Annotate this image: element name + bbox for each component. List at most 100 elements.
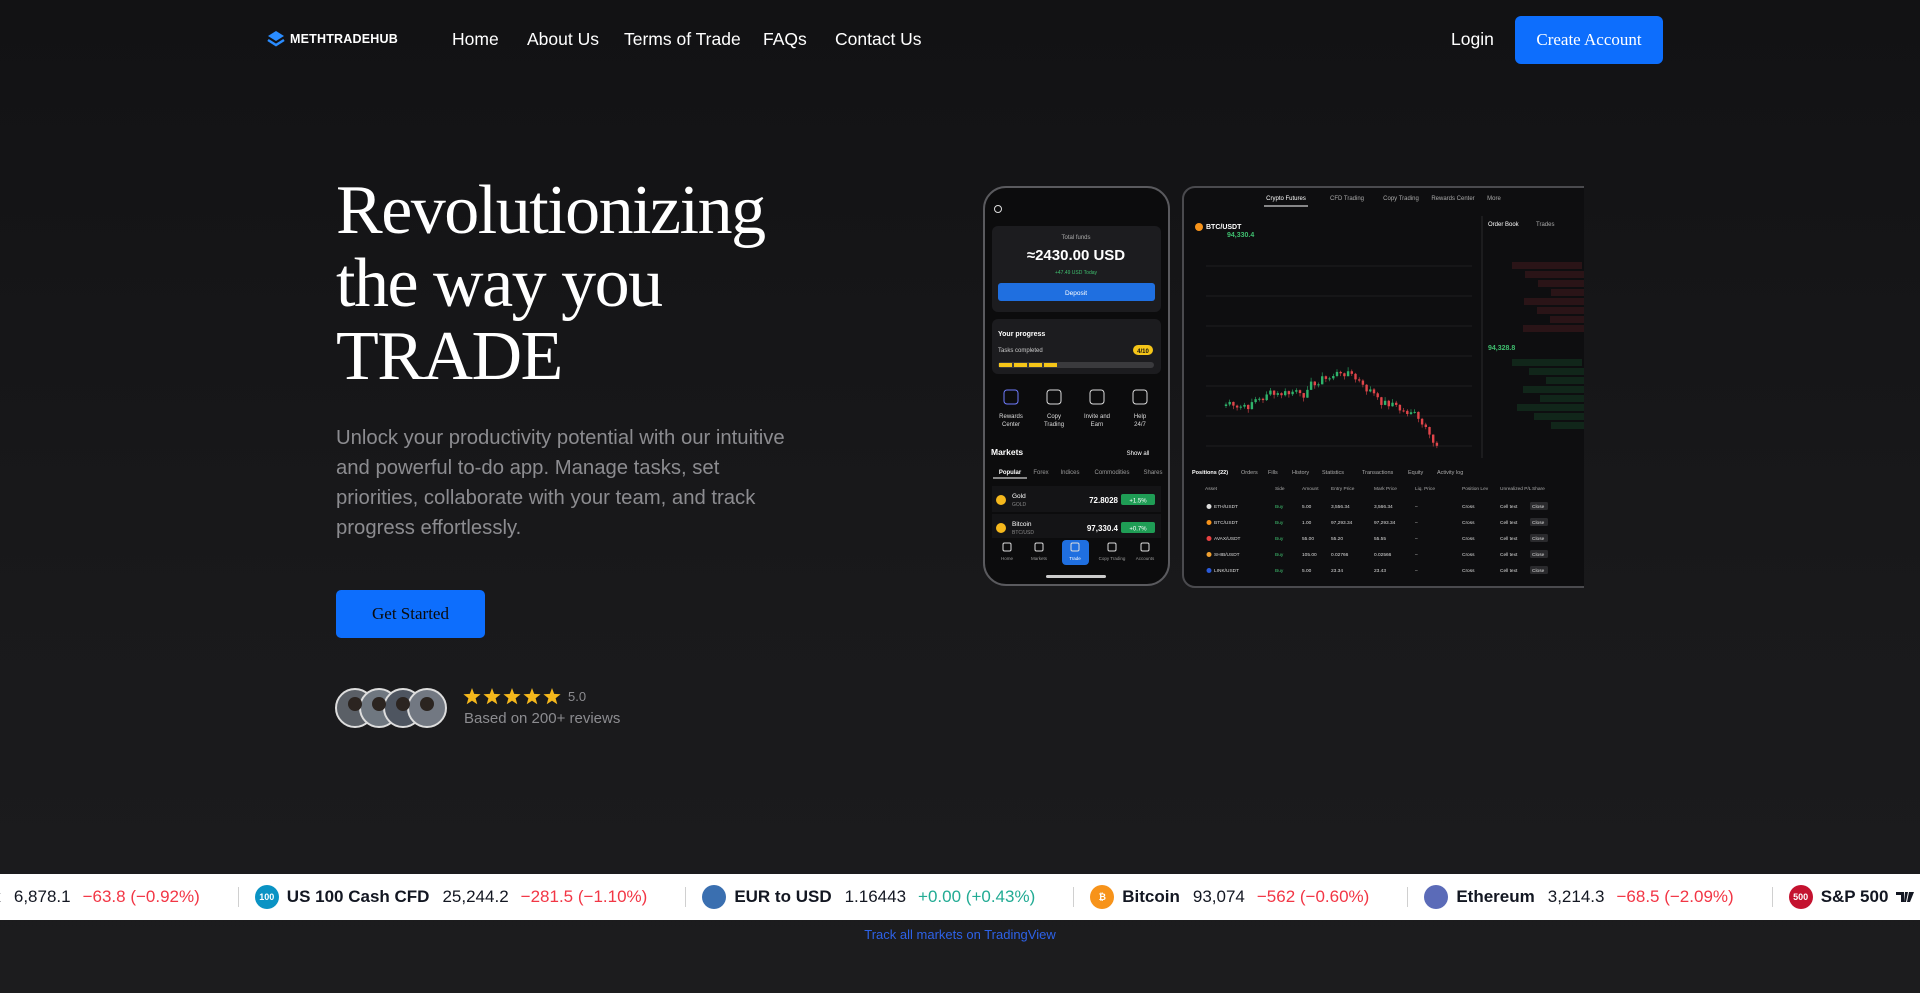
position-cell: BTC/USDT <box>1214 520 1238 526</box>
position-cell: LINK/USDT <box>1214 568 1239 574</box>
ticker-track: 500 S&P 500 Index 6,878.1 −63.8 (−0.92%) 100… <box>0 874 1920 920</box>
position-cell: – <box>1415 505 1418 510</box>
bid-depth <box>1512 359 1582 366</box>
candle-body <box>1328 378 1331 380</box>
candle-body <box>1428 427 1431 435</box>
ask-depth <box>1512 262 1582 269</box>
candle-body <box>1343 373 1346 377</box>
tradingview-logo[interactable] <box>1890 882 1920 912</box>
book-tab: Trades <box>1536 222 1554 228</box>
position-cell: Cross <box>1462 536 1475 542</box>
shortcut-icon <box>1046 389 1062 405</box>
candle-body <box>1402 410 1405 412</box>
star-icon <box>543 688 561 705</box>
deposit-button[interactable] <box>998 283 1155 301</box>
ticker-item[interactable]: EUR to USD 1.16443 +0.00 (+0.43%) <box>685 885 1073 909</box>
candle-body <box>1324 376 1328 379</box>
candle-body <box>1247 404 1250 410</box>
candle-body <box>1376 393 1379 398</box>
asset-icon <box>1206 552 1212 557</box>
ask-depth <box>1524 298 1584 305</box>
shortcut-label: Invite and <box>1084 414 1110 420</box>
get-started-button[interactable]: Get Started <box>336 590 485 638</box>
panel-tab: Fills <box>1268 470 1278 476</box>
deposit-label: Deposit <box>1065 290 1087 297</box>
candle-body <box>1254 399 1257 403</box>
ticker-price: 25,244.2 <box>442 887 509 906</box>
candle-body <box>1398 404 1402 411</box>
position-cell: Buy <box>1275 536 1284 542</box>
today-change: +47.49 USD Today <box>1055 270 1098 276</box>
candle-body <box>1284 391 1287 396</box>
close-button <box>1530 502 1548 510</box>
candle-body <box>1417 411 1420 419</box>
pair-icon <box>1195 223 1203 231</box>
candle-body <box>1420 418 1424 425</box>
nav-link[interactable]: Terms of Trade <box>624 29 741 49</box>
ticker-price: 6,878.1 <box>13 887 71 906</box>
candle-body <box>1232 401 1235 406</box>
position-cell: 0.02566 <box>1374 552 1392 558</box>
position-cell: 97,293.34 <box>1331 520 1353 526</box>
candle-body <box>1369 389 1372 392</box>
nav-link[interactable]: About Us <box>527 29 599 49</box>
create-account-button[interactable]: Create Account <box>1515 16 1663 64</box>
nav-link[interactable]: Contact Us <box>835 29 922 49</box>
ticker-separator <box>1073 887 1075 907</box>
ticker-price: 3,214.3 <box>1547 887 1605 906</box>
column-header: Mark Price <box>1374 486 1397 492</box>
market-icon <box>996 495 1006 505</box>
ticker-separator <box>1407 887 1409 907</box>
asset-icon <box>1206 536 1212 541</box>
candle-body <box>1391 402 1394 407</box>
candle-body <box>1258 398 1261 400</box>
ticker-item[interactable]: ₿ Bitcoin 93,074 −562 (−0.60%) <box>1073 885 1407 909</box>
position-cell: 5.00 <box>1302 568 1312 574</box>
bottom-nav-icon <box>1140 542 1150 552</box>
position-cell: Close <box>1532 536 1545 542</box>
ticker-item[interactable]: Ethereum 3,214.3 −68.5 (−2.09%) <box>1407 885 1771 909</box>
tradingview-link[interactable]: Track all markets on TradingView <box>864 927 1056 942</box>
ask-depth <box>1537 307 1584 314</box>
nav-link[interactable]: Home <box>452 29 499 49</box>
position-cell: Cell text <box>1500 504 1518 510</box>
candle-body <box>1409 412 1413 415</box>
pair-price: 94,330.4 <box>1227 232 1254 239</box>
asset-icon <box>1206 520 1212 525</box>
shortcut-label: Earn <box>1091 422 1104 428</box>
position-cell: 3,556.34 <box>1331 504 1350 510</box>
position-cell: Close <box>1532 520 1545 526</box>
login-link[interactable]: Login <box>1451 29 1494 49</box>
close-button <box>1530 518 1548 526</box>
market-price: 97,330.4 <box>1087 524 1119 533</box>
market-tab: Indices <box>1060 470 1079 476</box>
candle-body <box>1302 393 1305 398</box>
position-cell: 3,566.34 <box>1374 504 1393 510</box>
ticker-icon <box>702 885 727 909</box>
bid-depth <box>1540 395 1584 402</box>
candle-body <box>1406 410 1409 415</box>
position-cell: 55.20 <box>1331 536 1343 542</box>
position-cell: Cell text <box>1500 568 1518 574</box>
candle-body <box>1276 393 1279 395</box>
position-cell: Cross <box>1462 504 1475 510</box>
progress-segment <box>1029 363 1042 367</box>
progress-segment <box>1014 363 1027 367</box>
rating-value: 5.0 <box>568 689 587 704</box>
hero-title-line: the way you <box>336 245 663 322</box>
ticker-item[interactable]: 100 US 100 Cash CFD 25,244.2 −281.5 (−1.10%… <box>237 885 686 909</box>
book-tab: Order Book <box>1488 222 1520 228</box>
column-header: Liq. Price <box>1415 486 1435 492</box>
tasks-label: Tasks completed <box>998 348 1043 354</box>
nav-link[interactable]: FAQs <box>763 29 807 49</box>
position-cell: Cell text <box>1500 520 1518 526</box>
hero-title: Revolutionizing the way you TRADE <box>336 174 766 395</box>
hero-title-line: TRADE <box>336 318 563 395</box>
tasks-badge <box>1133 345 1153 355</box>
bottom-nav-icon <box>1070 542 1080 552</box>
logo-text[interactable]: METHTRADEHUB <box>290 32 398 46</box>
position-cell: Cross <box>1462 552 1475 558</box>
shortcut-label: 24/7 <box>1134 422 1146 428</box>
panel-tab: Activity log <box>1437 470 1463 476</box>
